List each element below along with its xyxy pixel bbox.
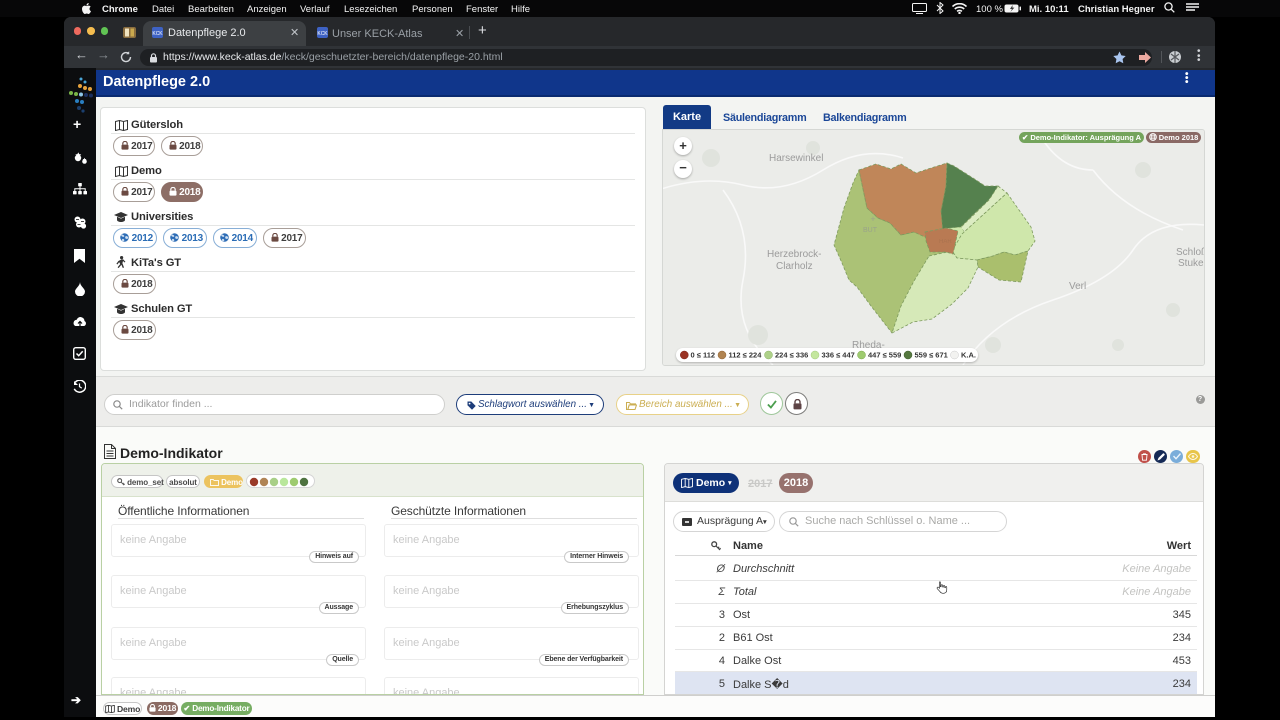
svg-text:HAR: HAR — [939, 239, 952, 245]
svg-text:Harsewinkel: Harsewinkel — [769, 153, 823, 164]
svg-text:+: + — [870, 214, 875, 224]
svg-text:Herzebrock-: Herzebrock- — [767, 249, 821, 260]
svg-text:336 ≤ 447: 336 ≤ 447 — [822, 350, 855, 359]
svg-text:Schloß: Schloß — [1176, 247, 1204, 258]
svg-text:K.A.: K.A. — [961, 350, 976, 359]
svg-text:Stuker: Stuker — [1178, 258, 1204, 269]
svg-text:KCK: KCK — [152, 30, 163, 36]
svg-text:224 ≤ 336: 224 ≤ 336 — [775, 350, 808, 359]
svg-text:KCK: KCK — [317, 31, 328, 37]
svg-text:Clarholz: Clarholz — [776, 261, 813, 272]
svg-text:BUT: BUT — [863, 227, 878, 234]
svg-text:112 ≤ 224: 112 ≤ 224 — [729, 350, 763, 359]
svg-text:Rheda-: Rheda- — [852, 340, 885, 351]
svg-text:0 ≤ 112: 0 ≤ 112 — [691, 350, 716, 359]
svg-text:Verl: Verl — [1069, 281, 1086, 292]
svg-text:447 ≤ 559: 447 ≤ 559 — [868, 350, 901, 359]
svg-text:559 ≤ 671: 559 ≤ 671 — [915, 350, 948, 359]
